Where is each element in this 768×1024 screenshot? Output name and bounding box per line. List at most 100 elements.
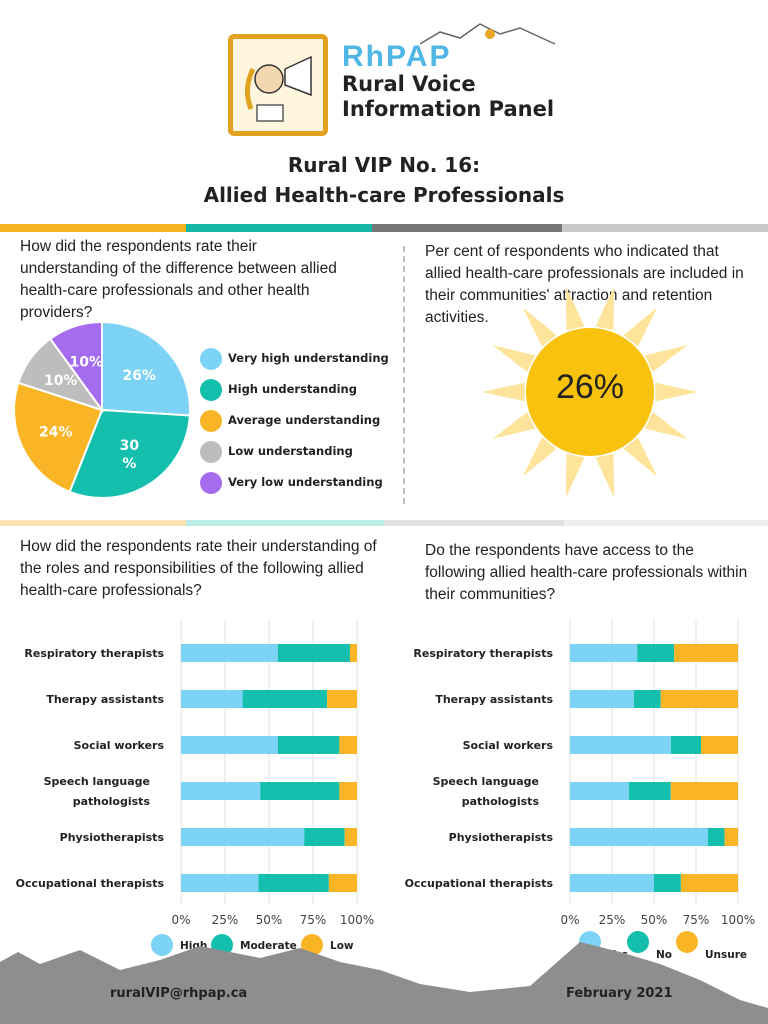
sun-ray (522, 307, 557, 347)
x-tick-label: 100% (721, 913, 755, 927)
legend-swatch (676, 931, 698, 953)
sun-ray (644, 412, 688, 439)
publication-date: February 2021 (566, 986, 673, 1001)
bar-segment-moderate (277, 644, 350, 662)
bar-segment-yes (570, 690, 634, 708)
bar-segment-high (181, 782, 261, 800)
divider-segment (186, 224, 372, 232)
divider-segment (0, 224, 186, 232)
bar-segment-no (637, 644, 675, 662)
sun-ray (492, 412, 536, 439)
bar-segment-yes (570, 644, 638, 662)
divider-segment (0, 520, 186, 526)
bar-segment-low (339, 782, 357, 800)
panel-name: Rural Voice Information Panel (342, 72, 554, 122)
bar-segment-high (181, 736, 278, 754)
bar-segment-low (328, 874, 357, 892)
sun-ray (565, 453, 585, 498)
sun-ray (623, 437, 658, 477)
bar-segment-no (670, 736, 702, 754)
sun-ray (522, 437, 557, 477)
category-label: Therapy assistants (435, 693, 553, 706)
category-label: Therapy assistants (46, 693, 164, 706)
pie-data-label: 10% (69, 354, 103, 370)
legend-label: Average understanding (228, 413, 381, 427)
bar-segment-unsure (724, 828, 738, 846)
bar-segment-low (344, 828, 357, 846)
x-tick-label: 100% (340, 913, 374, 927)
x-tick-label: 25% (212, 913, 239, 927)
megaphone-person-icon (245, 55, 312, 122)
divider-segment (384, 520, 564, 526)
bar-segment-low (327, 690, 357, 708)
divider-segment (372, 224, 562, 232)
bar-segment-yes (570, 782, 629, 800)
access-bar-chart: 0% 25% 50% 75% 100% Respiratory therapists The… (405, 620, 755, 960)
sun-ray (482, 382, 525, 402)
pie-slice-2 (13, 381, 104, 494)
question-roles-responsibilities: How did the respondents rate their under… (20, 538, 377, 599)
bar-segment-high (181, 874, 259, 892)
bar-segment-unsure (680, 874, 738, 892)
legend-label: Low (330, 940, 354, 952)
contact-email: ruralVIP@rhpap.ca (110, 986, 248, 1001)
logo-frame (228, 34, 328, 136)
sun-ray (565, 286, 585, 331)
understanding-roles-bar-chart: 0% 25% 50% 75% 100% Respiratory therapists The… (16, 620, 374, 956)
pie-data-label: 24% (39, 425, 73, 441)
pie-data-label: 26% (122, 368, 156, 384)
x-tick-label: 75% (300, 913, 327, 927)
panel-name-line2: Information Panel (342, 97, 555, 121)
x-tick-label: 50% (641, 913, 668, 927)
sun-ray (595, 453, 615, 498)
bar-segment-no (628, 782, 671, 800)
sun-ray (595, 286, 615, 331)
legend-label: Unsure (705, 949, 747, 960)
category-label: Respiratory therapists (24, 647, 164, 660)
divider-segment (562, 224, 768, 232)
category-label: Speech language pathologists (44, 775, 151, 808)
category-label: Occupational therapists (405, 877, 554, 890)
legend-swatch (151, 934, 173, 956)
divider-segment (186, 520, 384, 526)
x-tick-label: 25% (599, 913, 626, 927)
pie-data-label: 10% (44, 373, 78, 389)
bar-segment-no (633, 690, 661, 708)
legend-swatch (627, 931, 649, 953)
section-separator (403, 246, 405, 504)
bar-segment-unsure (701, 736, 738, 754)
page-title-line2: Allied Health-care Professionals (203, 183, 565, 207)
bar-segment-unsure (670, 782, 738, 800)
x-tick-label: 0% (171, 913, 190, 927)
question-understanding-difference: How did the respondents rate their under… (20, 238, 337, 321)
x-tick-label: 75% (683, 913, 710, 927)
pie-data-label: 30% (120, 438, 140, 472)
bar-segment-unsure (674, 644, 738, 662)
category-label: Physiotherapists (60, 831, 165, 844)
legend-label: Low understanding (228, 444, 353, 458)
brand-logo-text: RhPAP (342, 40, 452, 73)
page-title-line1: Rural VIP No. 16: (287, 153, 481, 177)
category-label: Physiotherapists (449, 831, 554, 844)
category-label: Speech language pathologists (433, 775, 540, 808)
legend-swatch (200, 379, 222, 401)
page-title: Rural VIP No. 16: Allied Health-care Pro… (0, 150, 768, 210)
bar-segment-moderate (258, 874, 329, 892)
understanding-pie-chart: 26% 30 % 24% 10% 10% (13, 320, 191, 499)
bar-segment-high (181, 644, 278, 662)
legend-swatch (200, 410, 222, 432)
bar-segment-unsure (660, 690, 738, 708)
bar-segment-yes (570, 874, 654, 892)
bar-segment-high (181, 828, 305, 846)
bar-segment-moderate (242, 690, 328, 708)
bar-segment-yes (570, 828, 708, 846)
legend-label: Very high understanding (228, 351, 389, 365)
mountain-logo-icon (420, 23, 556, 45)
sun-disc (526, 328, 654, 456)
legend-label: High understanding (228, 382, 357, 396)
divider-segment (564, 520, 768, 526)
x-tick-label: 50% (256, 913, 283, 927)
category-label: Social workers (74, 739, 165, 752)
bar-segment-no (707, 828, 725, 846)
legend-swatch (200, 348, 222, 370)
